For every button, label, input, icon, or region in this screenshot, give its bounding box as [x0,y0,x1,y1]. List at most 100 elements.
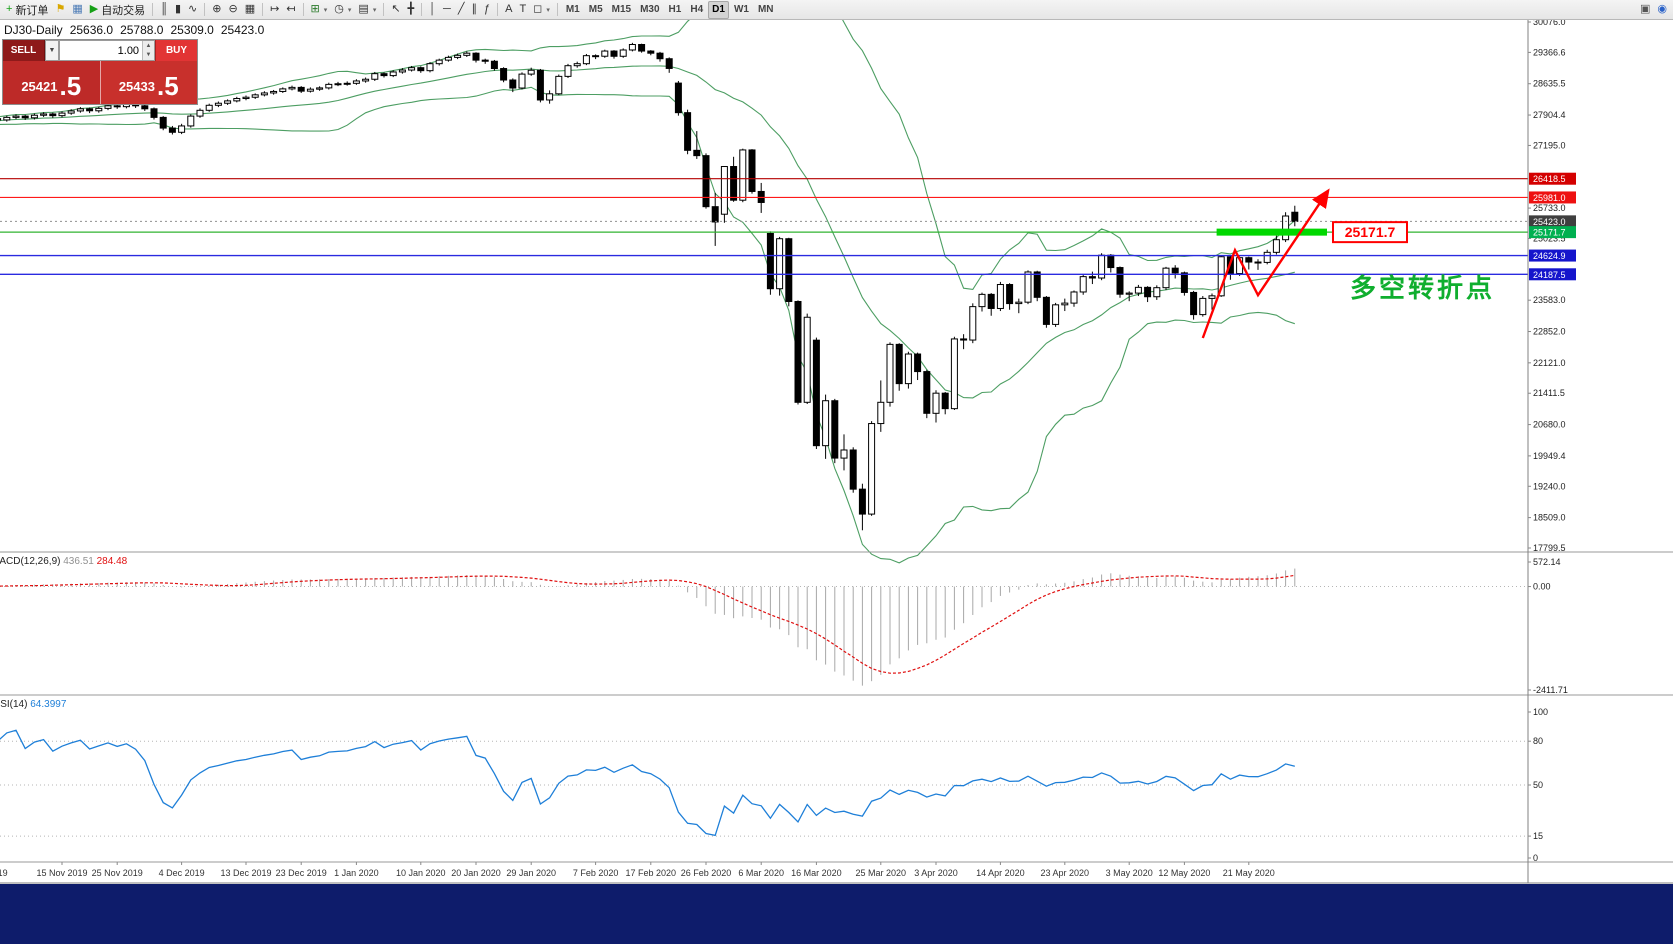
date-axis-label: 15 Nov 2019 [36,868,87,878]
channel-button[interactable]: ∥ [468,1,480,19]
buy-price[interactable]: 25433 .5 [100,61,197,104]
candlestick-chart-button[interactable]: ▮ [172,1,184,19]
trendline-button[interactable]: ╱ [455,1,468,19]
candle-body [187,115,195,127]
date-axis-label: 20 Jan 2020 [451,868,501,878]
indicators-button[interactable]: ⊞ ▾ [308,1,331,19]
docking-icon: ▣ [1639,3,1651,15]
order-options-dropdown[interactable]: ▼ [45,40,59,61]
templates-button[interactable]: ▤ ▾ [355,1,379,19]
price-tag-box[interactable] [1332,221,1408,244]
rsi-line [0,729,1295,837]
rsi-axis-label: 50 [1533,780,1543,790]
caret-down-icon: ▾ [546,6,550,14]
timeframe-d1-button[interactable]: D1 [708,0,729,19]
sell-price[interactable]: 25421 .5 [3,61,101,104]
horizontal-line-button[interactable]: ─ [440,1,454,19]
price-axis-label: 21411.5 [1533,388,1565,398]
date-axis-label: 25 Mar 2020 [856,868,907,878]
shapes-button[interactable]: ◻ ▾ [530,1,553,19]
timeframe-h1-button[interactable]: H1 [668,4,682,15]
periods-button[interactable]: ◷ ▾ [331,1,354,19]
bar-chart-button[interactable]: ║ [157,1,171,19]
crosshair-button[interactable]: ╋ [405,1,418,19]
price-axis-label: 29366.6 [1533,47,1566,57]
candle-body [950,338,958,410]
candle-body [711,206,719,223]
info-icon[interactable]: ◉ [1654,1,1670,19]
date-axis-label: 10 Jan 2020 [396,868,446,878]
candle-body [1033,271,1041,298]
candle-body [684,112,692,151]
candle-body [270,90,278,94]
charts-window-button[interactable]: ▦ [69,1,85,19]
price-axis-label: 27904.4 [1533,110,1566,120]
bollinger-lower-band [0,86,1295,564]
price-badge [1529,172,1576,185]
autotrade-button[interactable]: ▶ 自动交易 [87,1,148,19]
volume-input[interactable] [60,41,143,60]
candle-body [1171,267,1179,274]
toolbar-separator [262,3,264,16]
candle-body [251,94,259,98]
candle-body [141,105,149,110]
timeframe-m1-button[interactable]: M1 [565,4,580,15]
candle-body [923,371,931,414]
candle-body [205,104,213,111]
candle-body [960,338,968,341]
candle-body [389,71,397,77]
timeframe-m30-button[interactable]: M30 [640,4,660,15]
candle-body [30,114,38,119]
line-chart-button[interactable]: ∿ [185,1,200,19]
candle-body [1272,239,1280,253]
candle-body [113,105,121,108]
candle-body [12,115,20,118]
date-axis-label: 21 May 2020 [1223,868,1275,878]
auto-scroll-button[interactable]: ↦ [267,1,282,19]
candle-body [638,43,646,52]
timeframe-h4-button[interactable]: H4 [690,4,704,15]
price-badge-label: 24624.9 [1533,251,1566,261]
candle-body [196,109,204,117]
chart-shift-button[interactable]: ↤ [283,1,298,19]
zoom-out-button[interactable]: ⊖ [225,1,240,19]
alert-icon[interactable]: ⚑ [52,1,68,19]
candle-body [932,392,940,414]
candle-body [426,63,434,72]
volume-decrease-icon[interactable]: ▼ [143,50,154,60]
tile-windows-button[interactable]: ▦ [242,1,258,19]
close-value: 25423.0 [220,23,265,37]
candle-body [978,293,986,308]
candle-body [49,113,57,117]
candle-body [76,108,84,112]
timeframe-mn-button[interactable]: MN [757,4,774,15]
candle-body [297,86,305,92]
buy-button[interactable]: BUY [155,40,197,61]
price-axis-label: 23583.0 [1533,295,1566,305]
volume-increase-icon[interactable]: ▲ [143,41,154,51]
new-order-button[interactable]: + 新订单 [3,1,51,19]
fibonacci-button[interactable]: ƒ [481,1,493,19]
turning-point-note: 多空转折点 [1350,273,1495,303]
vertical-line-button[interactable]: │ [426,1,439,19]
chevron-down-icon: ▼ [48,47,56,54]
caret-down-icon: ▾ [372,6,377,14]
zoom-in-button[interactable]: ⊕ [209,1,224,19]
chart-canvas[interactable]: 25171.7 多空转折点 30076.0 29366.6 28635.5 27904.4… [0,20,1673,884]
candle-body [1153,287,1161,298]
sell-button[interactable]: SELL [3,40,45,61]
timeframe-m15-button[interactable]: M15 [611,4,632,15]
support-highlight-segment[interactable] [1216,228,1327,236]
timeframe-w1-button[interactable]: W1 [733,4,749,15]
price-axis-label: 25733.0 [1533,203,1566,213]
trend-arrow[interactable] [1201,188,1330,339]
cursor-button[interactable]: ↖ [388,1,403,19]
label-button[interactable]: T [516,1,529,19]
timeframe-m5-button[interactable]: M5 [588,4,603,15]
charts-window-icon: ▦ [72,3,83,15]
price-badge [1529,268,1576,281]
docking-icon[interactable]: ▣ [1637,1,1653,19]
candle-body [564,65,572,77]
text-button[interactable]: A [502,1,515,19]
candle-body [1199,297,1207,316]
